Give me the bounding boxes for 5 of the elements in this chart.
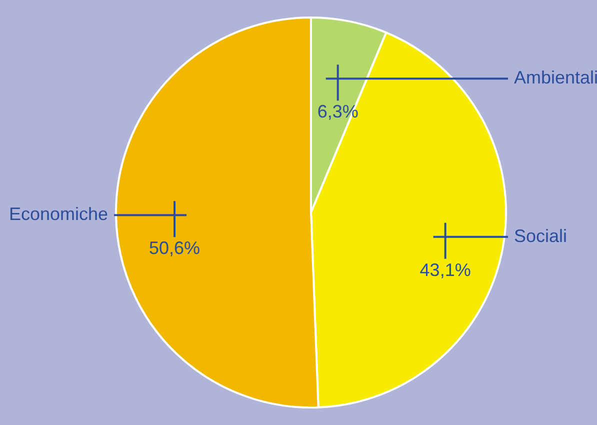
data-label: 50,6% <box>149 238 200 258</box>
slice-label: Sociali <box>514 226 568 246</box>
slice-label: Economiche <box>8 204 108 224</box>
slice-label: Ambientali <box>514 68 597 88</box>
data-label: 43,1% <box>420 260 471 280</box>
